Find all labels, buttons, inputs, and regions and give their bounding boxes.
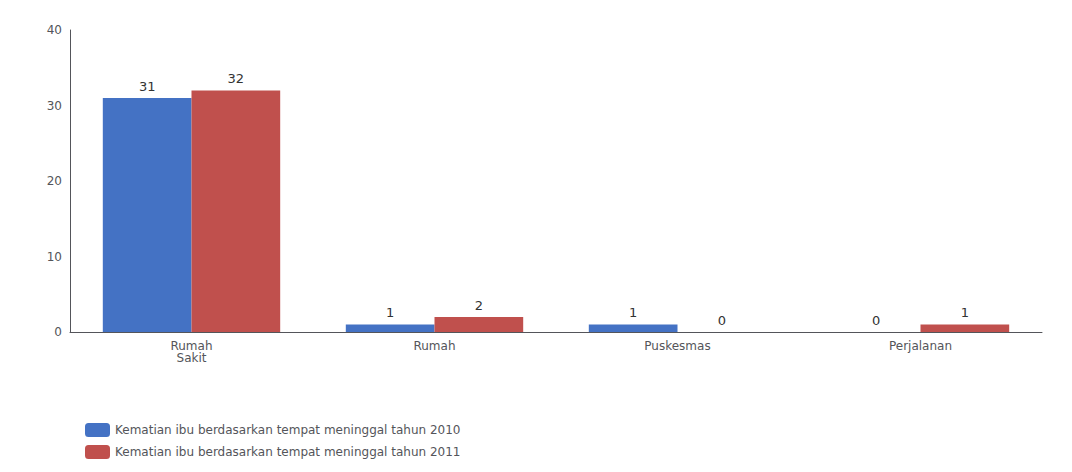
svg-text:Rumah: Rumah xyxy=(413,339,455,353)
svg-text:31: 31 xyxy=(139,79,156,94)
svg-text:1: 1 xyxy=(961,305,969,320)
svg-text:32: 32 xyxy=(228,71,245,86)
svg-text:Kematian ibu berdasarkan tempa: Kematian ibu berdasarkan tempat meningga… xyxy=(115,445,460,459)
svg-text:2: 2 xyxy=(475,298,483,313)
svg-text:10: 10 xyxy=(47,250,62,264)
svg-text:Rumah: Rumah xyxy=(170,339,213,353)
svg-text:0: 0 xyxy=(54,325,62,339)
svg-text:1: 1 xyxy=(386,305,394,320)
svg-text:0: 0 xyxy=(718,313,726,328)
svg-text:1: 1 xyxy=(629,305,637,320)
svg-text:0: 0 xyxy=(872,313,880,328)
svg-text:Sakit: Sakit xyxy=(177,351,207,365)
svg-text:Perjalanan: Perjalanan xyxy=(889,339,952,353)
svg-text:Kematian ibu berdasarkan tempa: Kematian ibu berdasarkan tempat meningga… xyxy=(115,423,460,437)
svg-text:40: 40 xyxy=(47,23,62,37)
svg-text:30: 30 xyxy=(47,99,62,113)
svg-text:20: 20 xyxy=(47,174,62,188)
svg-text:Puskesmas: Puskesmas xyxy=(644,339,710,353)
